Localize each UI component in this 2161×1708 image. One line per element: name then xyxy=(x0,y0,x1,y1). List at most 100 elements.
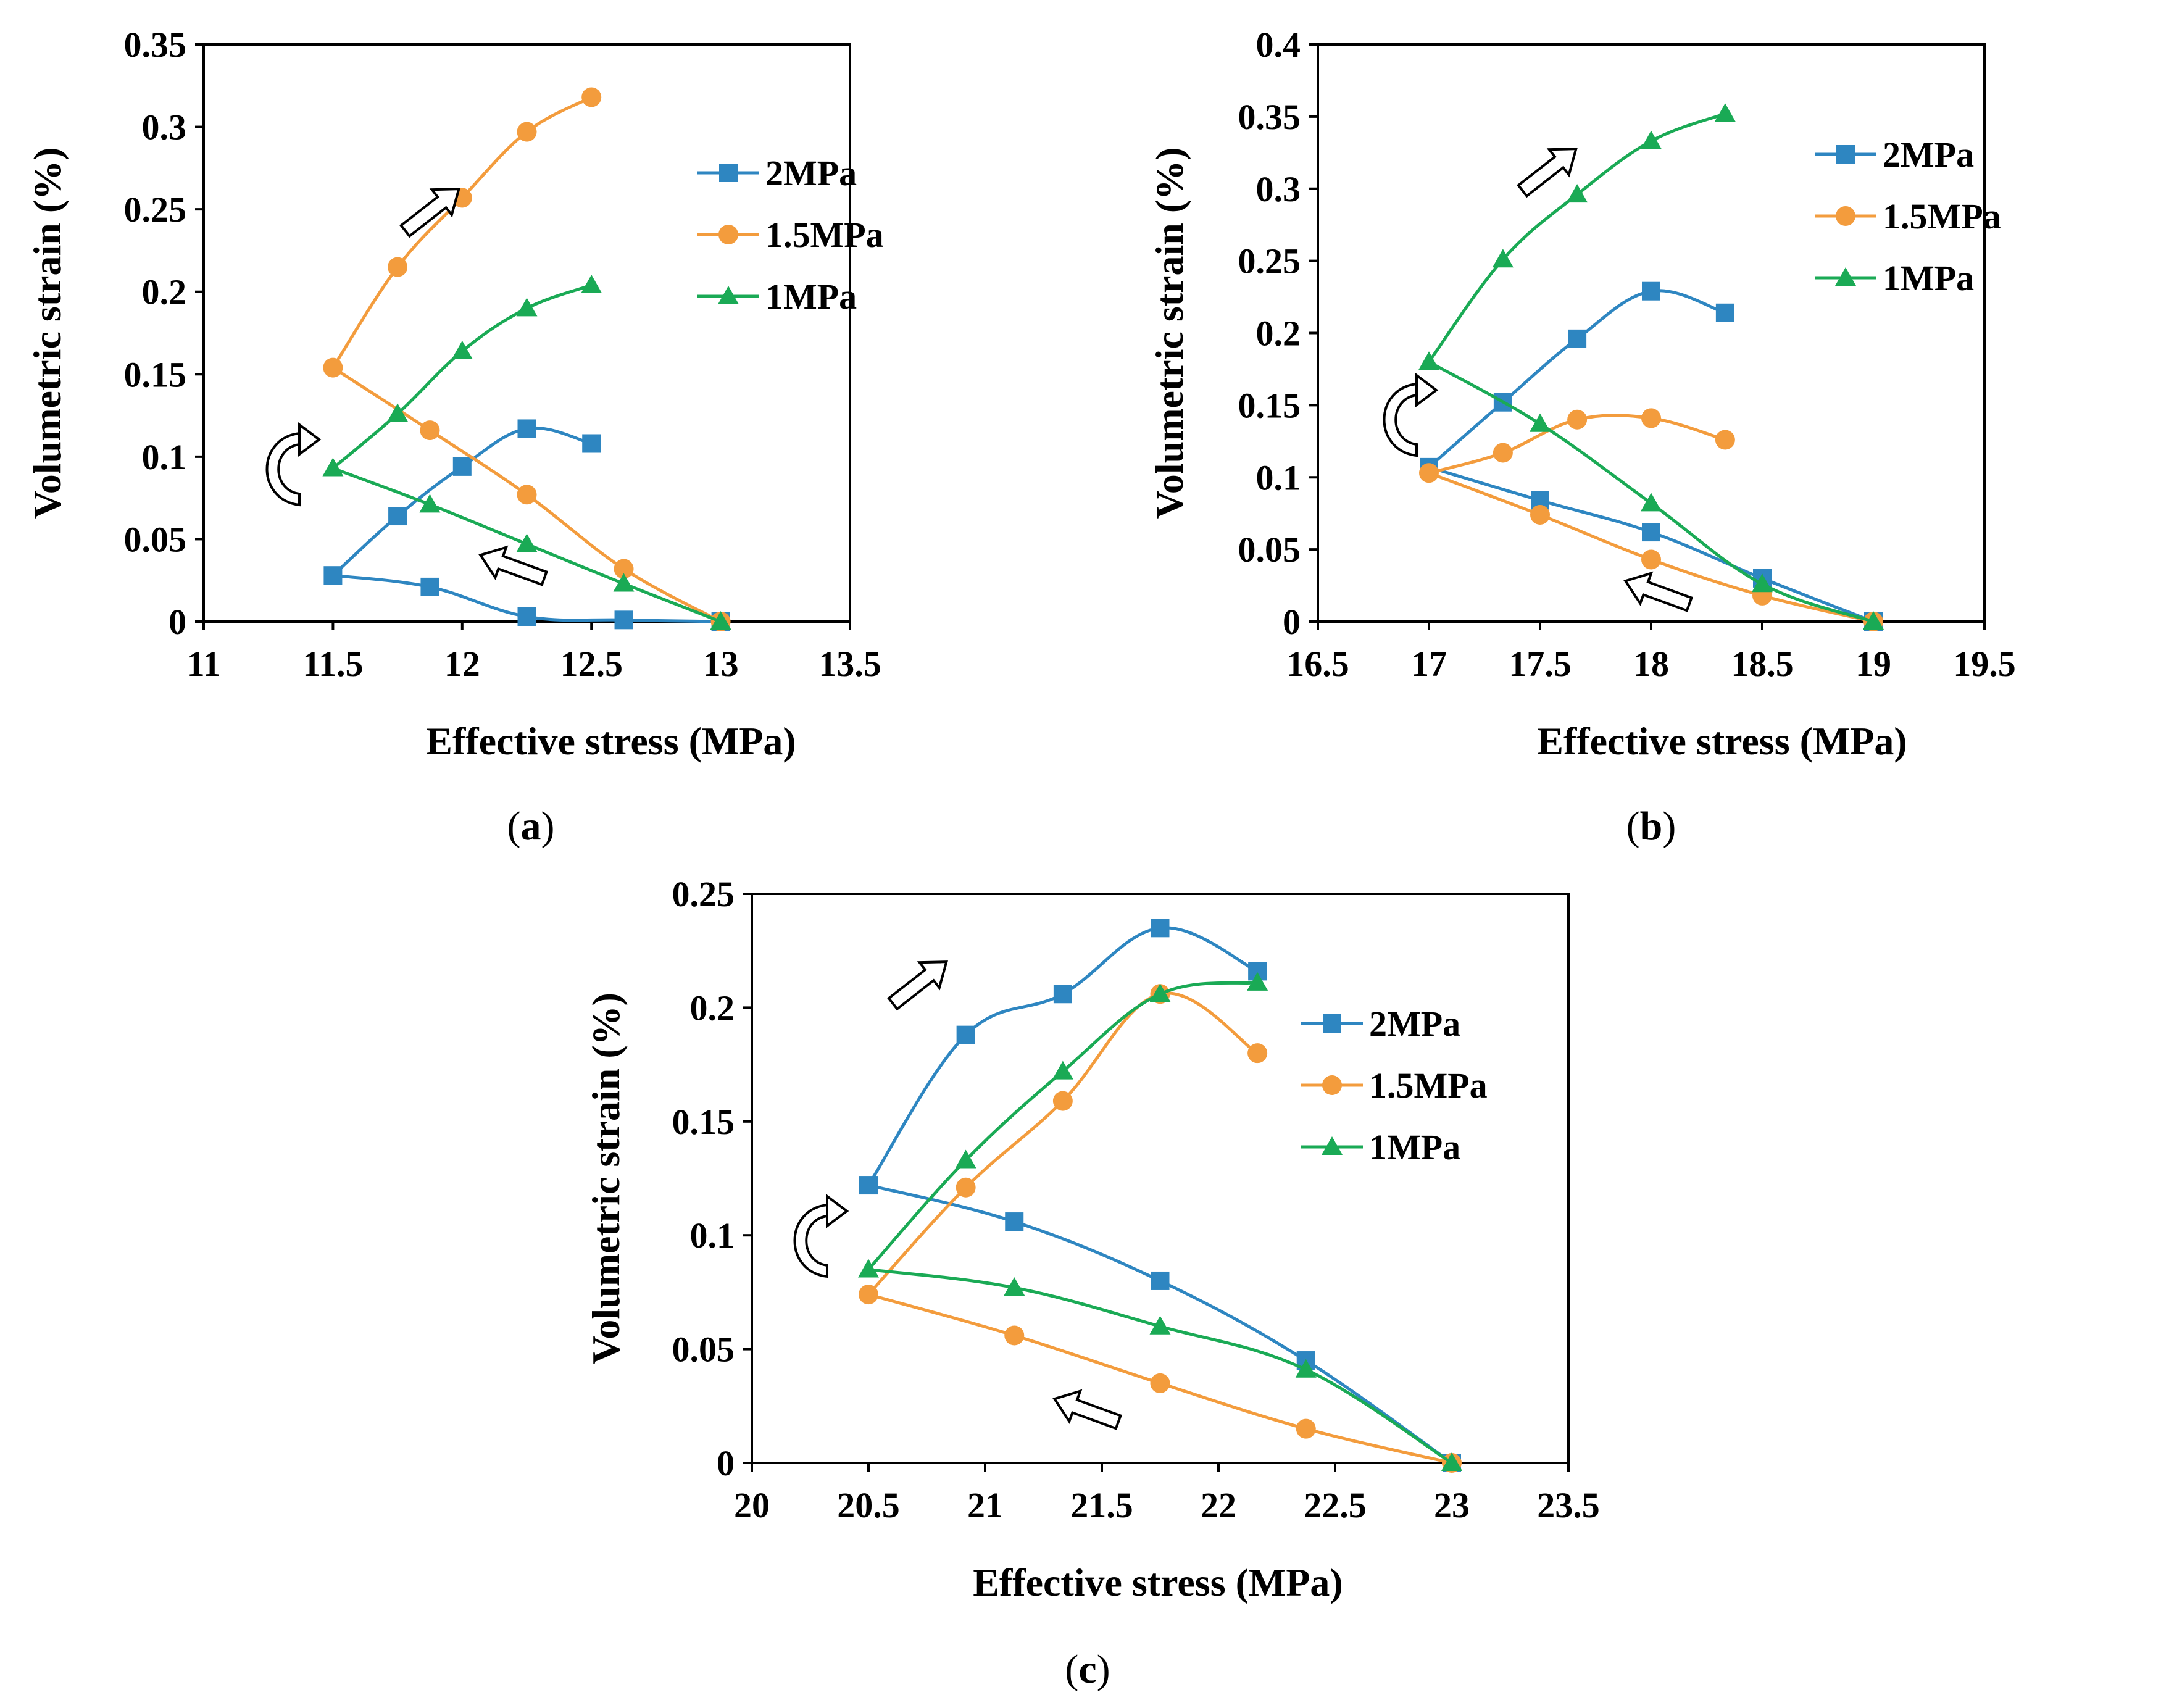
y-tick-label: 0.05 xyxy=(124,519,187,559)
y-tick-label: 0.25 xyxy=(124,190,187,230)
x-tick-label: 22.5 xyxy=(1304,1485,1367,1525)
y-tick-label: 0.2 xyxy=(142,272,187,312)
data-point xyxy=(1567,409,1588,430)
x-tick-label: 20 xyxy=(734,1485,770,1525)
y-tick-label: 0.15 xyxy=(672,1102,735,1142)
data-point xyxy=(517,122,537,142)
data-point xyxy=(1004,1277,1025,1296)
panel-caption: (b) xyxy=(1626,804,1676,849)
arrow-shape xyxy=(1517,148,1578,198)
data-point xyxy=(1441,1452,1462,1471)
data-point xyxy=(1052,1060,1073,1080)
y-tick-label: 0.3 xyxy=(1256,169,1301,209)
y-tick-label: 0.25 xyxy=(672,874,735,914)
y-tick-label: 0.25 xyxy=(1238,241,1301,281)
panel-caption: (a) xyxy=(507,804,555,849)
data-point xyxy=(1052,1091,1073,1111)
data-point xyxy=(1641,130,1662,149)
data-point xyxy=(388,507,407,526)
data-point xyxy=(388,257,408,277)
cycle-arrow-head xyxy=(1415,373,1439,407)
chart-panel-c: 0 0.05 0.1 0.15 0.2 0.25 20 20.5 21 21.5 22 22.5 23 2… xyxy=(584,874,1600,1692)
data-point xyxy=(1493,443,1513,463)
arrow-shape xyxy=(1623,571,1694,612)
series-1.5MPa xyxy=(859,984,1462,1473)
legend-label: 1.5MPa xyxy=(1369,1065,1488,1106)
x-tick-label: 19 xyxy=(1855,644,1891,684)
y-axis-title: Volumetric strain (%) xyxy=(584,993,628,1364)
series-1MPa xyxy=(858,972,1462,1471)
x-tick-label: 11 xyxy=(187,644,221,684)
x-axis-title: Effective stress (MPa) xyxy=(1537,719,1907,763)
x-tick-label: 23.5 xyxy=(1537,1485,1600,1525)
data-point xyxy=(1005,1212,1024,1231)
cycle-arrow-body xyxy=(1383,382,1418,457)
data-point xyxy=(859,1285,878,1305)
data-point xyxy=(956,1025,975,1044)
legend-label: 2MPa xyxy=(765,153,857,193)
legend-label: 2MPa xyxy=(1369,1004,1460,1044)
x-tick-label: 17 xyxy=(1411,644,1447,684)
y-tick-label: 0.2 xyxy=(1256,314,1301,354)
data-point xyxy=(451,340,473,359)
data-point xyxy=(613,573,635,592)
data-point xyxy=(1641,549,1661,570)
x-tick-label: 20.5 xyxy=(837,1485,900,1525)
arrow-shape xyxy=(399,188,460,238)
legend: 2MPa 1.5MPa 1MPa xyxy=(1301,1004,1488,1167)
unload-arrow-icon xyxy=(478,545,549,586)
y-tick-label: 0.2 xyxy=(690,988,735,1028)
arrow-shape xyxy=(1052,1389,1123,1430)
data-point xyxy=(1530,505,1550,525)
data-point xyxy=(1247,972,1268,991)
legend: 2MPa 1.5MPa 1MPa xyxy=(1815,135,2001,298)
series-line-unloading xyxy=(868,1268,1453,1465)
data-point xyxy=(1714,103,1736,122)
cycle-arrow-icon xyxy=(793,1194,849,1278)
legend-label: 1MPa xyxy=(765,277,857,317)
data-point xyxy=(614,559,634,579)
legend-label: 1.5MPa xyxy=(1883,196,2001,236)
x-tick-label: 18.5 xyxy=(1731,644,1794,684)
x-tick-label: 22 xyxy=(1201,1485,1236,1525)
cycle-arrow-head xyxy=(298,422,322,457)
series-line-loading xyxy=(867,981,1258,1271)
data-point xyxy=(1715,303,1734,322)
data-point xyxy=(517,485,537,505)
data-point xyxy=(1419,463,1439,483)
data-point xyxy=(582,434,601,453)
data-point xyxy=(710,611,731,630)
x-tick-label: 16.5 xyxy=(1286,644,1349,684)
legend-label: 1.5MPa xyxy=(765,215,884,255)
data-point xyxy=(517,419,536,438)
data-point xyxy=(581,275,602,294)
cycle-arrow-icon xyxy=(1383,373,1439,457)
cycle-arrow-body xyxy=(265,431,301,507)
y-tick-label: 0.15 xyxy=(124,354,187,394)
data-point xyxy=(420,577,439,596)
x-tick-label: 13.5 xyxy=(818,644,881,684)
data-point xyxy=(955,1149,976,1169)
legend-marker xyxy=(1836,206,1855,226)
x-tick-label: 18 xyxy=(1633,644,1669,684)
data-point xyxy=(956,1177,976,1198)
legend-marker xyxy=(1323,1014,1341,1033)
y-tick-label: 0.1 xyxy=(690,1215,735,1256)
data-point xyxy=(387,403,409,422)
y-tick-label: 0 xyxy=(169,602,186,642)
data-point xyxy=(1151,919,1170,938)
load-arrow-icon xyxy=(1517,148,1578,198)
legend-marker xyxy=(1835,267,1856,286)
data-point xyxy=(1567,184,1588,203)
data-point xyxy=(1530,413,1551,432)
plot-frame xyxy=(751,893,1570,1464)
legend-label: 2MPa xyxy=(1883,135,1974,175)
y-tick-label: 0 xyxy=(717,1443,735,1483)
data-point xyxy=(1642,523,1660,542)
series-line-loading xyxy=(331,96,593,369)
data-point xyxy=(323,566,343,585)
data-point xyxy=(614,610,633,630)
arrow-shape xyxy=(478,545,549,586)
series-1MPa xyxy=(1418,103,1884,630)
data-point xyxy=(452,457,472,476)
